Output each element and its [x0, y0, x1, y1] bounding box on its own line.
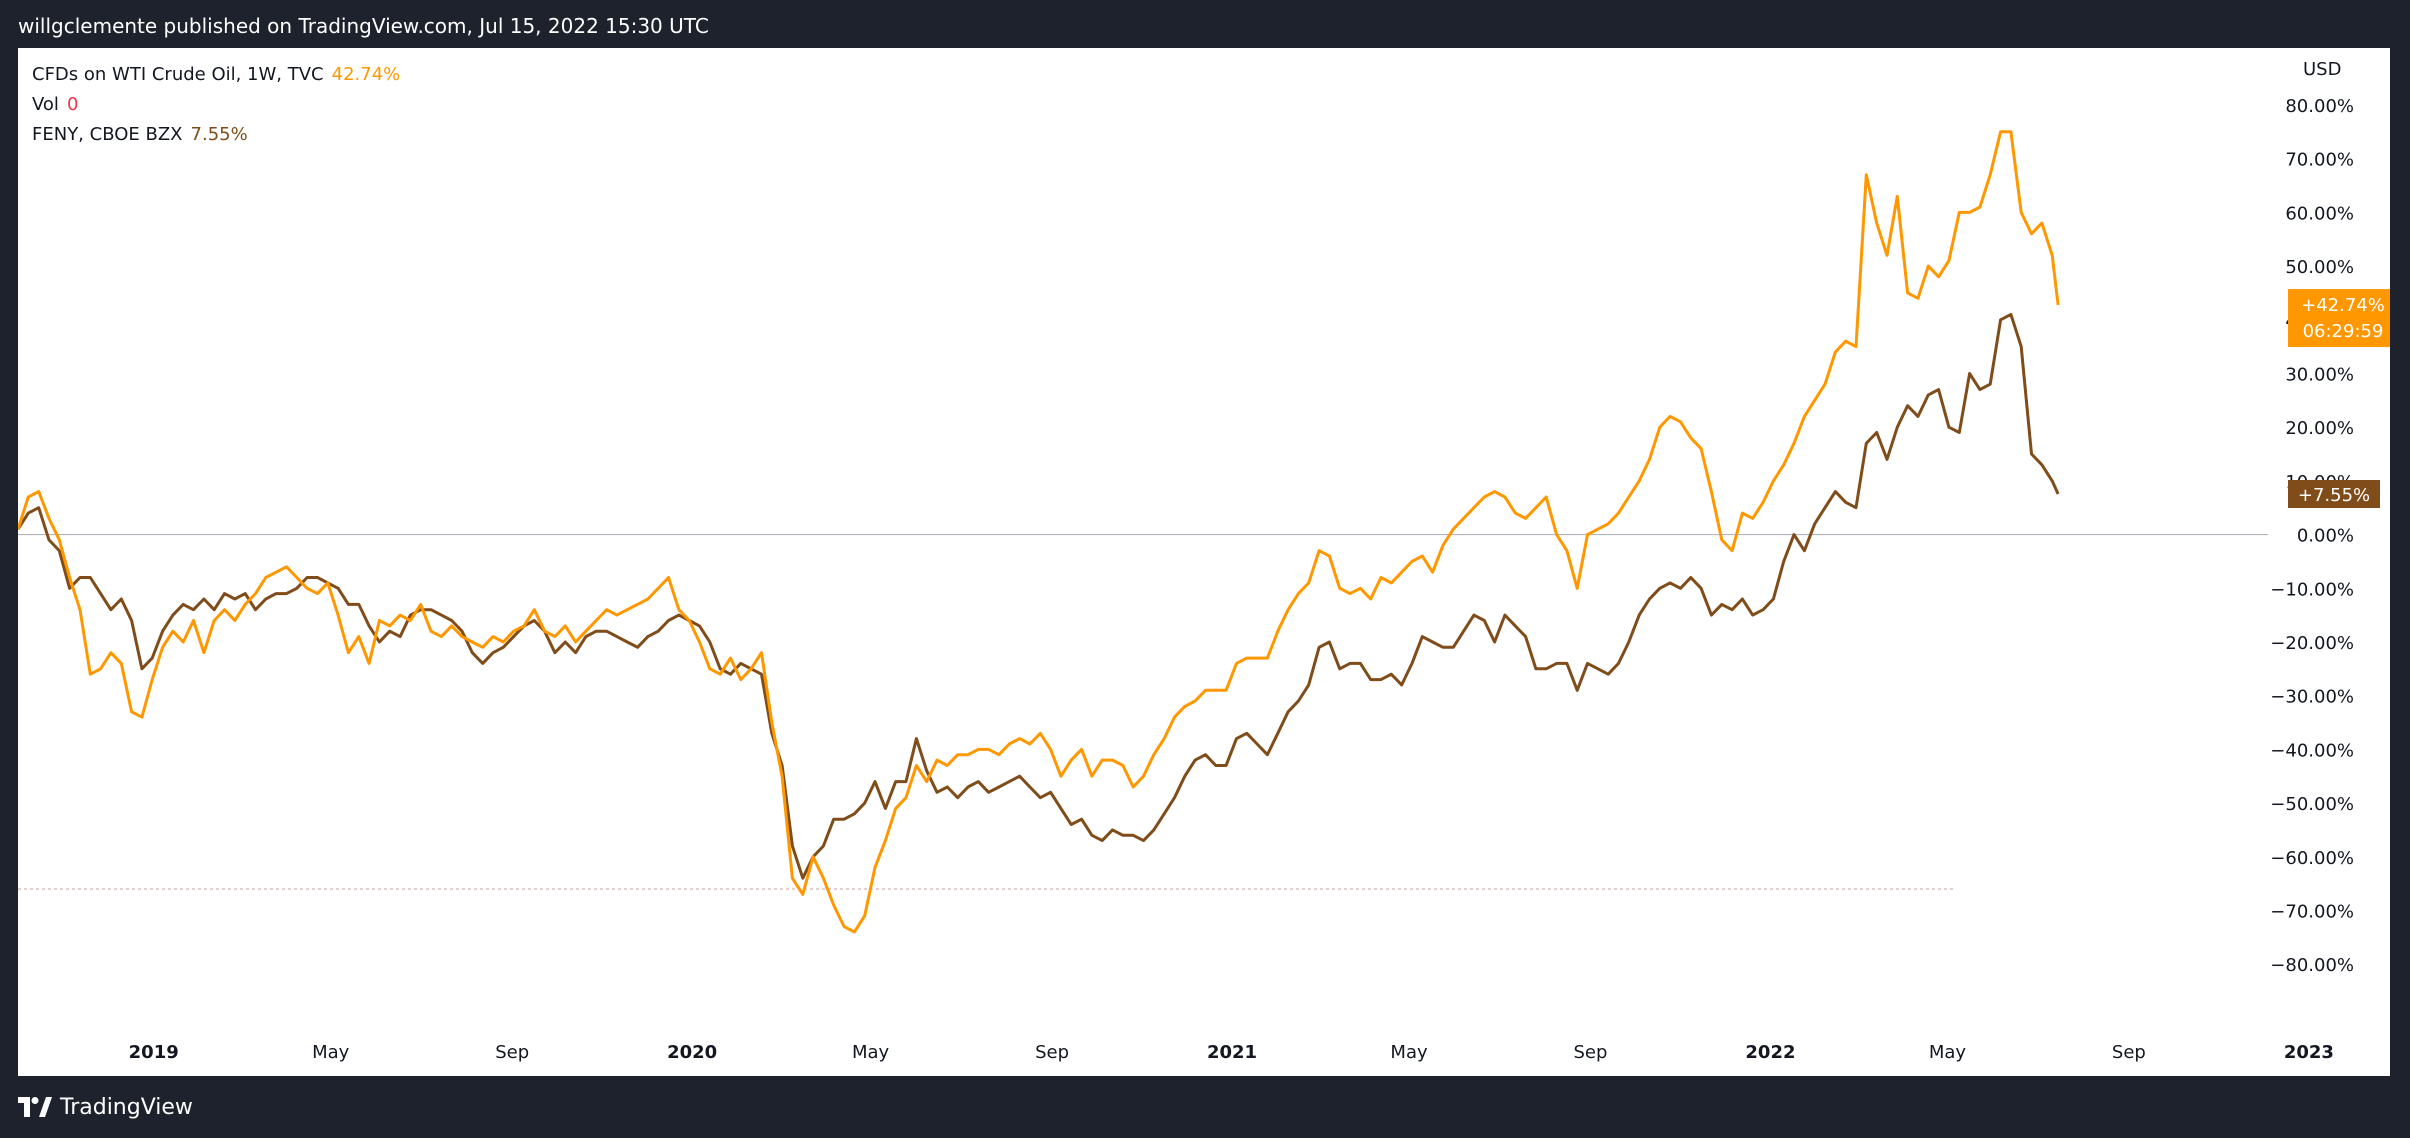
legend-label-crude-oil: CFDs on WTI Crude Oil, 1W, TVC [32, 64, 324, 85]
chart-legend: CFDs on WTI Crude Oil, 1W, TVC 42.74% Vol… [32, 60, 400, 150]
legend-row-volume[interactable]: Vol 0 [32, 90, 400, 120]
x-tick-label: Sep [2112, 1042, 2146, 1063]
x-tick-label: Sep [1574, 1042, 1608, 1063]
legend-row-crude-oil[interactable]: CFDs on WTI Crude Oil, 1W, TVC 42.74% [32, 60, 400, 90]
y-tick-label: −70.00% [2270, 901, 2354, 922]
x-tick-label: 2021 [1207, 1042, 1257, 1063]
series-line-1 [18, 312, 2060, 880]
x-tick-label: 2023 [2284, 1042, 2334, 1063]
y-tick-label: 50.00% [2285, 257, 2354, 278]
y-tick-label: 80.00% [2285, 96, 2354, 117]
y-tick-label: 60.00% [2285, 203, 2354, 224]
tradingview-brand-link[interactable]: TradingView [18, 1090, 193, 1124]
x-tick-label: Sep [495, 1042, 529, 1063]
chart-panel[interactable]: USD80.00%70.00%60.00%50.00%40.00%30.00%2… [18, 48, 2390, 1076]
tradingview-logo-icon [18, 1097, 52, 1117]
x-tick-label: May [852, 1042, 890, 1063]
footer-bar: TradingView [0, 1076, 2410, 1138]
brand-name: TradingView [60, 1094, 193, 1120]
y-tick-label: −50.00% [2270, 794, 2354, 815]
x-tick-label: 2020 [667, 1042, 717, 1063]
y-tick-label: −60.00% [2270, 848, 2354, 869]
y-tick-label: −20.00% [2270, 633, 2354, 654]
price-badge-crude-oil-value: +42.74% [2301, 295, 2385, 316]
series-line-0 [18, 130, 2060, 934]
y-tick-label: 70.00% [2285, 150, 2354, 171]
legend-label-feny: FENY, CBOE BZX [32, 124, 183, 145]
price-badge-crude-oil [2288, 289, 2390, 348]
x-tick-label: 2022 [1745, 1042, 1795, 1063]
x-tick-label: May [1929, 1042, 1967, 1063]
price-badge-feny-value: +7.55% [2298, 485, 2370, 506]
x-tick-label: Sep [1035, 1042, 1069, 1063]
price-badge-countdown: 06:29:59 [2303, 321, 2384, 342]
publish-info-bar: willgclemente published on TradingView.c… [0, 0, 2410, 48]
price-badge-feny [2288, 480, 2380, 509]
chart-canvas[interactable]: USD80.00%70.00%60.00%50.00%40.00%30.00%2… [18, 48, 2390, 1076]
publish-info-text: willgclemente published on TradingView.c… [18, 14, 709, 38]
x-tick-label: 2019 [129, 1042, 179, 1063]
legend-value-crude-oil: 42.74% [331, 64, 401, 85]
legend-value-feny: 7.55% [190, 124, 248, 145]
y-tick-label: 30.00% [2285, 364, 2354, 385]
y-tick-label: −80.00% [2270, 955, 2354, 976]
legend-label-volume: Vol [32, 94, 59, 115]
y-tick-label: 20.00% [2285, 418, 2354, 439]
y-tick-label: −40.00% [2270, 740, 2354, 761]
y-tick-label: −30.00% [2270, 687, 2354, 708]
y-axis-unit-label: USD [2303, 59, 2341, 80]
y-tick-label: 0.00% [2297, 526, 2354, 547]
legend-value-volume: 0 [66, 94, 79, 115]
x-tick-label: May [1390, 1042, 1428, 1063]
y-tick-label: −10.00% [2270, 579, 2354, 600]
legend-row-feny[interactable]: FENY, CBOE BZX 7.55% [32, 120, 400, 150]
x-tick-label: May [312, 1042, 350, 1063]
